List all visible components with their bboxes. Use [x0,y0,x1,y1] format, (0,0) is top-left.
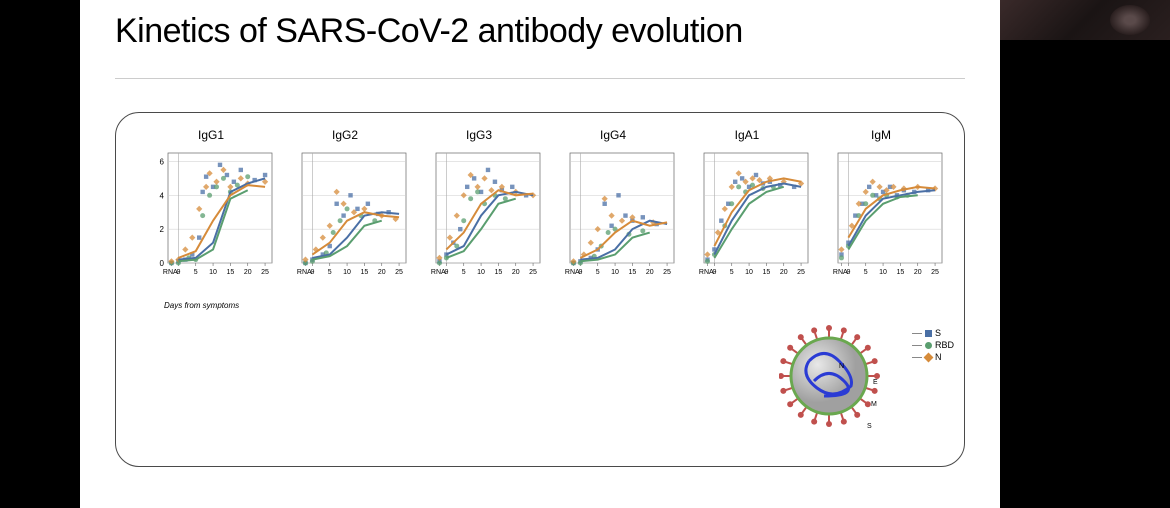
svg-text:0: 0 [310,269,314,276]
legend-label: N [935,352,942,362]
chart-panel-igg3: IgG3RNA-0510152025 [414,148,544,288]
svg-text:S: S [867,423,872,430]
svg-text:20: 20 [780,269,788,276]
presentation-slide: Kinetics of SARS-CoV-2 antibody evolutio… [80,0,1000,508]
svg-text:5: 5 [864,269,868,276]
chart-panel-igm: IgMRNA-0510152025 [816,148,946,288]
svg-text:5: 5 [328,269,332,276]
svg-text:0: 0 [846,269,850,276]
svg-text:5: 5 [730,269,734,276]
legend-row-n: N [912,352,954,362]
virus-svg: N E M S [779,311,924,441]
title-divider [115,78,965,79]
panel-title: IgG3 [414,128,544,142]
svg-text:10: 10 [879,269,887,276]
svg-text:15: 15 [897,269,905,276]
svg-text:15: 15 [629,269,637,276]
svg-text:2: 2 [160,225,165,234]
chart-panel-iga1: IgA1RNA-0510152025 [682,148,812,288]
svg-text:20: 20 [512,269,520,276]
svg-text:5: 5 [596,269,600,276]
svg-text:25: 25 [529,269,537,276]
panel-title: IgM [816,128,946,142]
svg-text:10: 10 [477,269,485,276]
chart-panels-row: IgG10246RNA-0510152025IgG2RNA-0510152025… [146,148,946,288]
panel-title: IgG1 [146,128,276,142]
panel-title: IgA1 [682,128,812,142]
svg-text:25: 25 [797,269,805,276]
svg-text:25: 25 [663,269,671,276]
svg-text:15: 15 [495,269,503,276]
svg-text:25: 25 [395,269,403,276]
svg-text:15: 15 [763,269,771,276]
svg-text:0: 0 [444,269,448,276]
svg-text:10: 10 [209,269,217,276]
svg-text:10: 10 [745,269,753,276]
legend-label: RBD [935,340,954,350]
antigen-legend: S RBD N [912,328,954,364]
chart-panel-igg2: IgG2RNA-0510152025 [280,148,410,288]
svg-text:20: 20 [378,269,386,276]
svg-text:25: 25 [261,269,269,276]
panel-title: IgG2 [280,128,410,142]
chart-panel-igg1: IgG10246RNA-0510152025 [146,148,276,288]
svg-text:M: M [871,401,877,408]
svg-text:0: 0 [176,269,180,276]
svg-text:0: 0 [578,269,582,276]
svg-text:20: 20 [914,269,922,276]
webcam-thumbnail [1000,0,1170,40]
svg-text:5: 5 [194,269,198,276]
svg-text:E: E [873,379,878,386]
svg-text:25: 25 [931,269,939,276]
panel-title: IgG4 [548,128,678,142]
svg-text:6: 6 [160,157,165,166]
svg-text:0: 0 [712,269,716,276]
svg-text:20: 20 [244,269,252,276]
svg-text:10: 10 [343,269,351,276]
svg-text:10: 10 [611,269,619,276]
legend-row-rbd: RBD [912,340,954,350]
svg-text:15: 15 [361,269,369,276]
svg-text:15: 15 [227,269,235,276]
svg-text:20: 20 [646,269,654,276]
slide-title: Kinetics of SARS-CoV-2 antibody evolutio… [115,12,743,51]
figure-frame: IgG10246RNA-0510152025IgG2RNA-0510152025… [115,112,965,467]
chart-panel-igg4: IgG4RNA-0510152025 [548,148,678,288]
svg-text:4: 4 [160,191,165,200]
svg-text:5: 5 [462,269,466,276]
legend-label: S [935,328,941,338]
svg-text:0: 0 [160,259,165,268]
legend-row-s: S [912,328,954,338]
x-axis-label: Days from symptoms [164,301,239,310]
svg-text:N: N [839,363,844,370]
virus-diagram: N E M S [779,311,924,446]
